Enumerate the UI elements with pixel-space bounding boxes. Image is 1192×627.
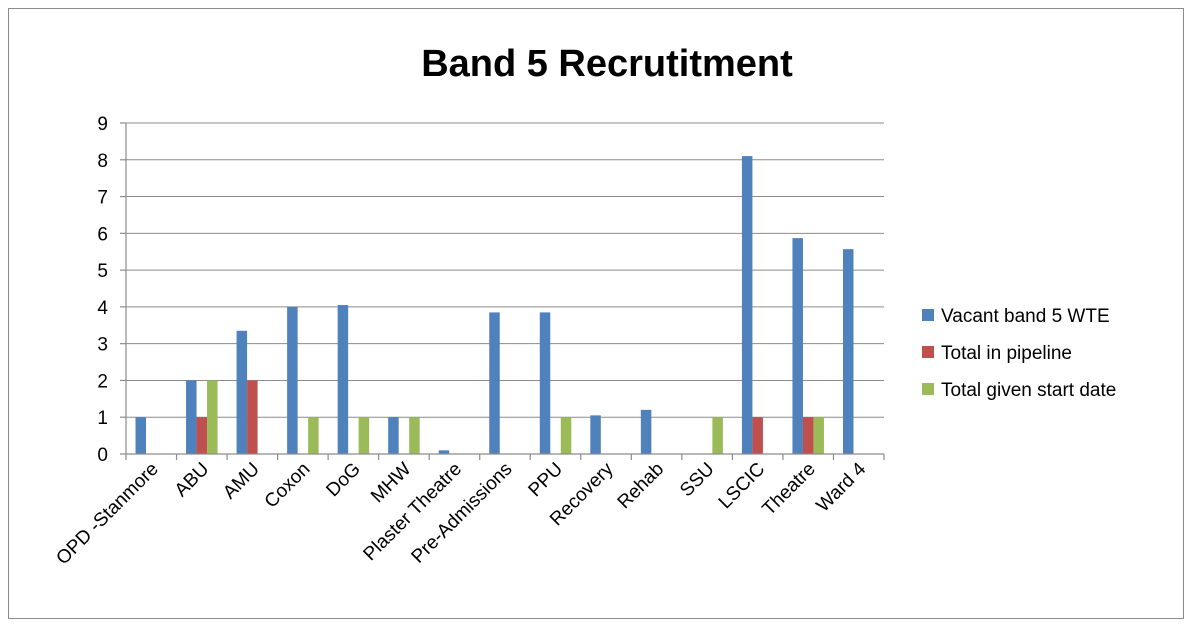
bar <box>813 417 824 454</box>
bar <box>409 417 420 454</box>
bar <box>337 305 349 454</box>
x-category-label: MHW <box>367 459 415 507</box>
bar <box>438 450 450 454</box>
legend-swatch <box>922 383 934 395</box>
bar <box>842 249 854 454</box>
bar <box>640 409 652 454</box>
x-category-label: Ward 4 <box>813 458 871 516</box>
y-tick-label: 1 <box>97 408 108 429</box>
y-tick-label: 6 <box>97 224 108 245</box>
bar <box>388 417 399 454</box>
legend-label: Total in pipeline <box>941 343 1072 364</box>
x-category-label: DoG <box>322 459 364 501</box>
y-tick-label: 3 <box>97 335 108 356</box>
bar <box>752 417 763 454</box>
bar <box>186 380 197 454</box>
bar <box>196 417 208 454</box>
legend: Vacant band 5 WTE Total in pipeline Total … <box>922 306 1116 401</box>
bar <box>247 380 258 454</box>
bar <box>308 417 319 454</box>
legend-swatch <box>922 346 934 358</box>
x-category-label: OPD -Stanmore <box>52 459 162 569</box>
bar <box>802 417 814 454</box>
y-tick-label: 9 <box>97 114 108 135</box>
bar <box>207 380 218 454</box>
bar <box>712 417 723 454</box>
legend-swatch <box>922 309 934 321</box>
x-category-label: PPU <box>525 459 567 501</box>
bar <box>358 417 370 454</box>
y-tick-labels: 0 1 2 3 4 5 6 7 8 9 <box>97 114 108 466</box>
bar <box>489 312 500 454</box>
y-tick-label: 8 <box>97 151 108 172</box>
y-tick-label: 2 <box>97 371 108 392</box>
y-tick-label: 7 <box>97 188 108 209</box>
y-tick-label: 4 <box>97 298 108 319</box>
x-category-label: ABU <box>171 459 213 501</box>
y-tick-label: 0 <box>97 445 108 466</box>
x-category-label: Coxon <box>261 459 315 513</box>
y-tick-label: 5 <box>97 261 108 282</box>
bar <box>287 306 298 454</box>
bar <box>539 312 551 454</box>
bar <box>560 417 572 454</box>
bar-chart: Band 5 Recrutitment 0 1 2 3 4 5 6 7 8 9 OPD -Stan… <box>52 43 1116 569</box>
bars <box>135 156 854 454</box>
x-category-label: AMU <box>219 459 264 504</box>
chart-title: Band 5 Recrutitment <box>421 43 793 85</box>
x-category-label: SSU <box>676 459 718 501</box>
chart-frame: Band 5 Recrutitment 0 1 2 3 4 5 6 7 8 9 OPD -Stan… <box>8 8 1184 619</box>
bar <box>741 156 753 454</box>
bar <box>135 417 147 454</box>
bar <box>236 330 248 454</box>
axes <box>120 122 885 460</box>
x-category-label: Rehab <box>614 459 668 513</box>
bar <box>792 238 803 454</box>
legend-label: Total given start date <box>941 380 1116 401</box>
legend-label: Vacant band 5 WTE <box>941 306 1110 327</box>
bar <box>590 415 601 454</box>
x-category-label: Theatre <box>759 459 820 520</box>
